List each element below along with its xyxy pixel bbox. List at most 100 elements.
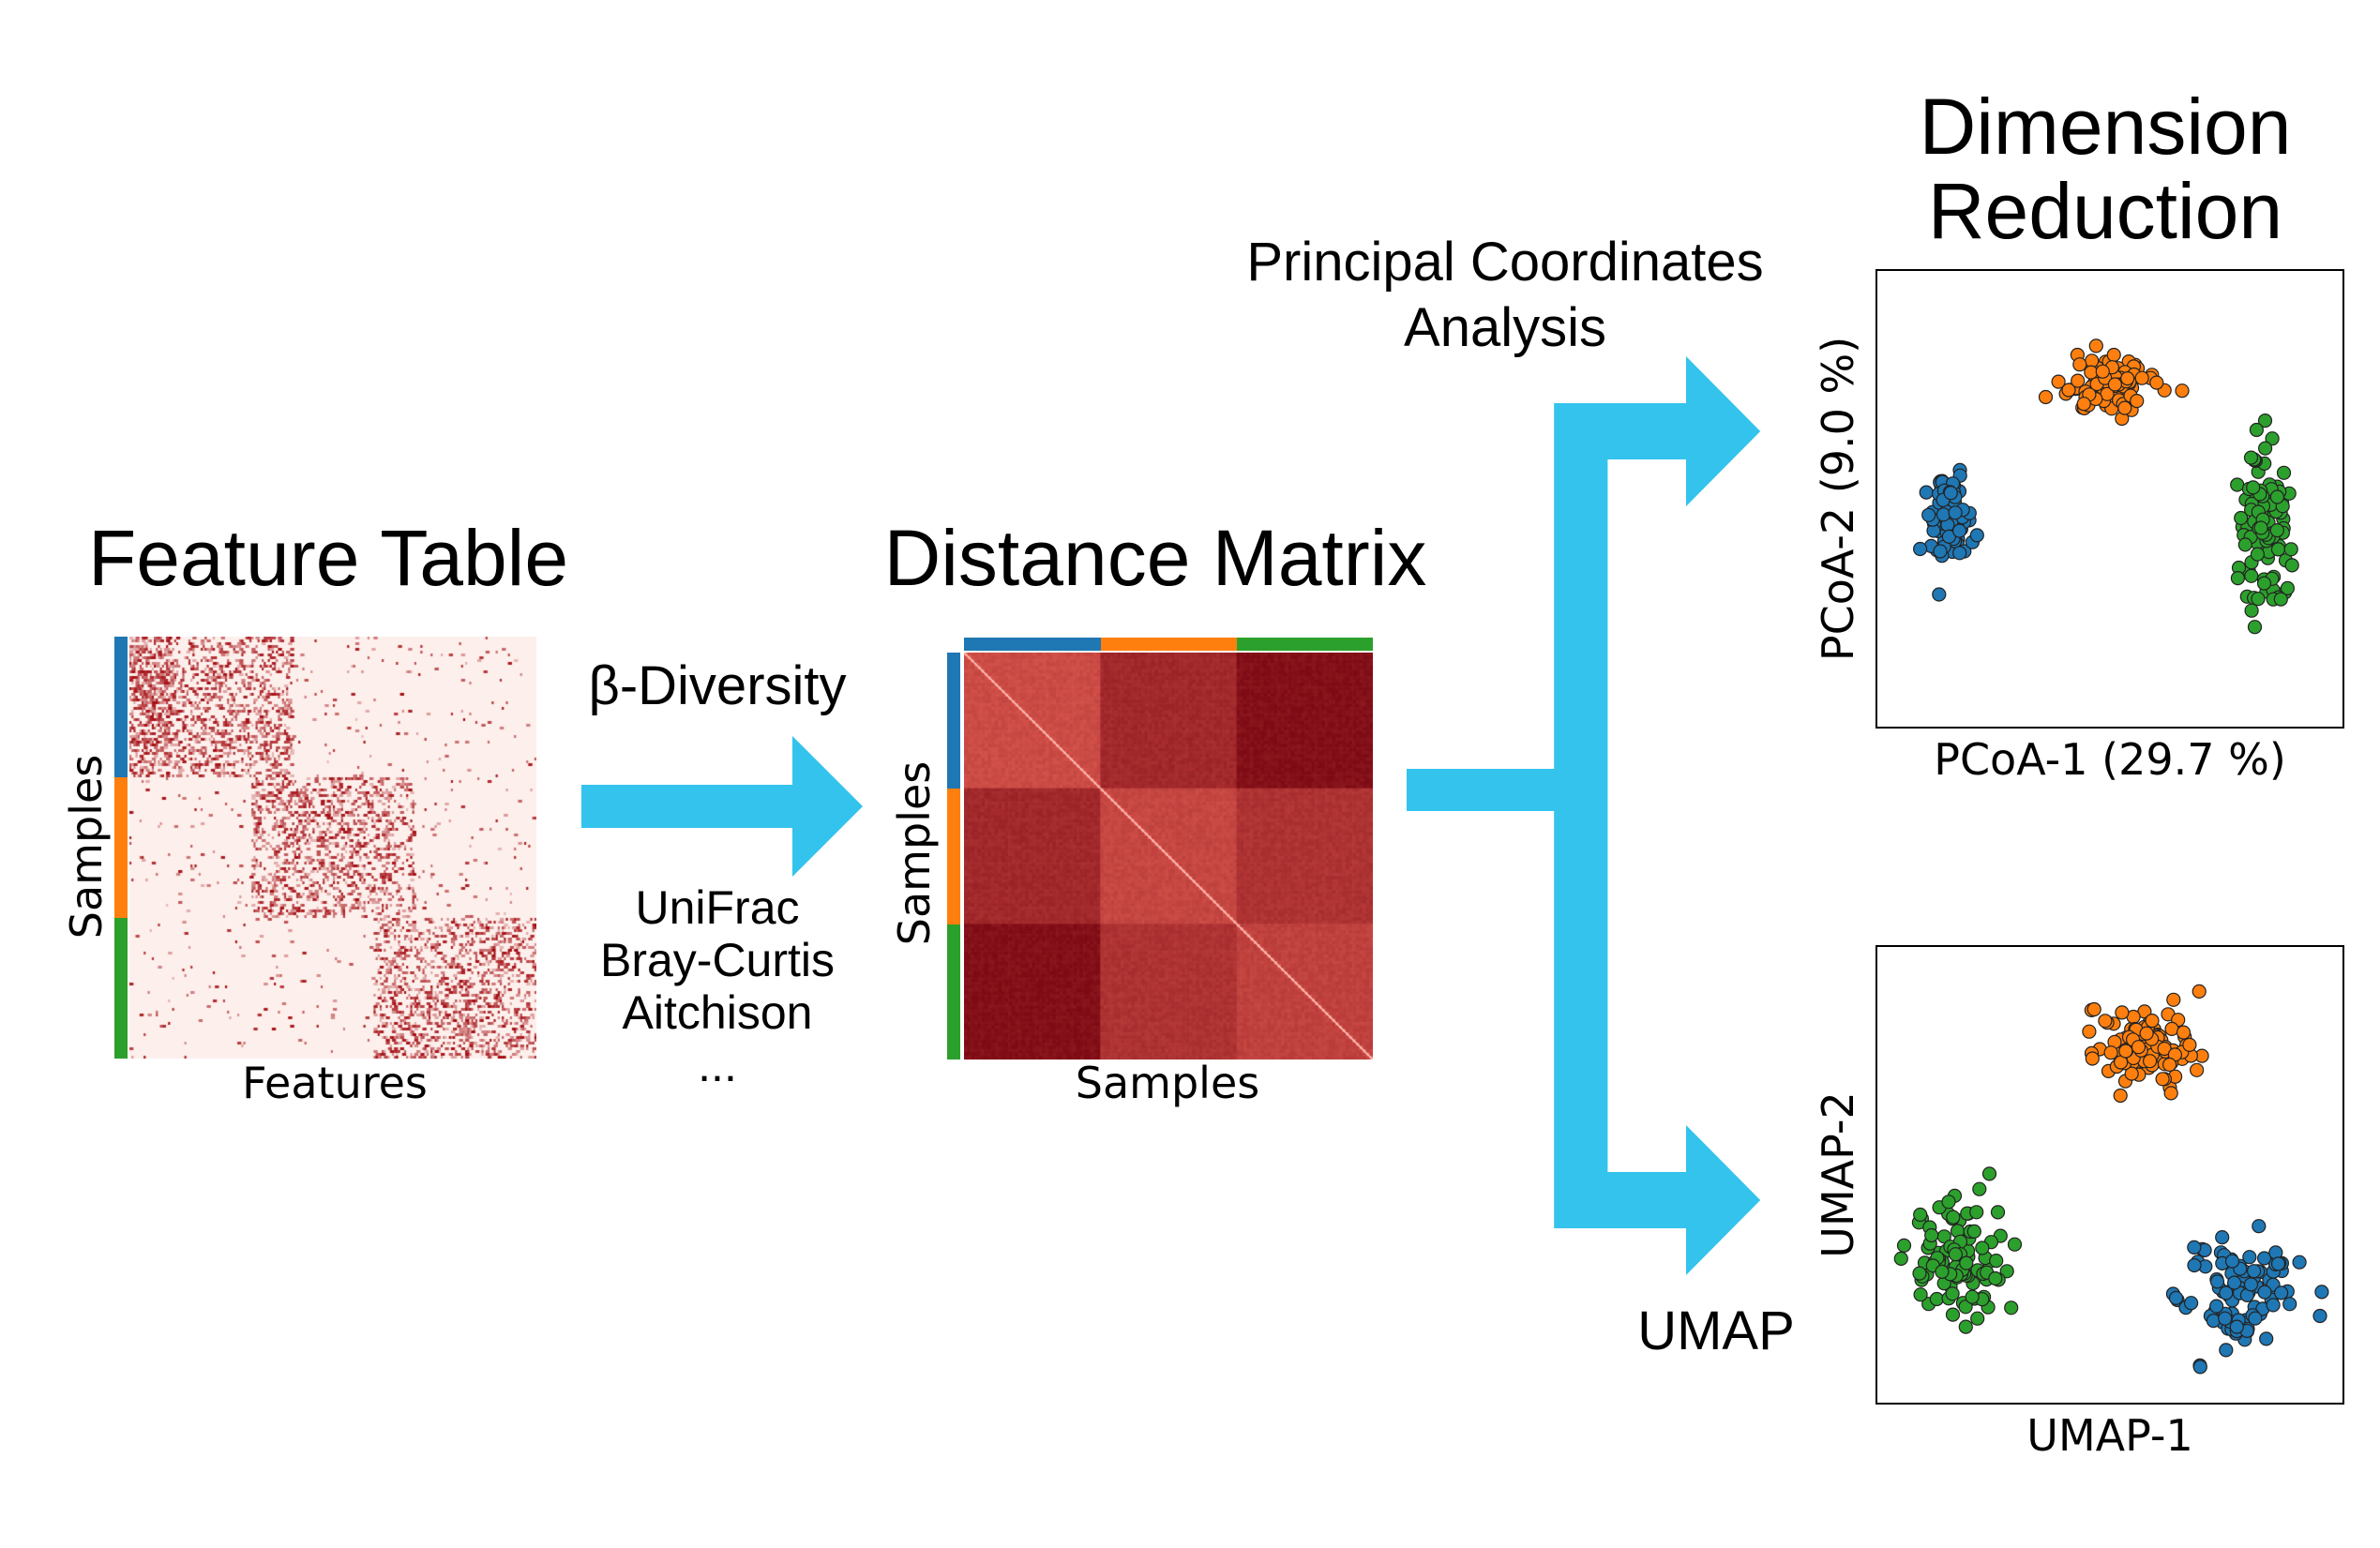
beta-diversity-arrow xyxy=(581,736,863,877)
pcoa-point-group3 xyxy=(2284,558,2299,573)
umap-point-group1 xyxy=(2259,1331,2274,1346)
pcoa-point-group2 xyxy=(2175,383,2190,398)
umap-point-group3 xyxy=(1958,1319,1973,1334)
pcoa-point-group3 xyxy=(2258,441,2273,456)
pcoa-point-group3 xyxy=(2257,413,2273,428)
metric-list: UniFrac Bray-Curtis Aitchison ... xyxy=(600,881,835,1091)
umap-point-group1 xyxy=(2206,1314,2221,1329)
dimension-reduction-title: Dimension Reduction xyxy=(1920,84,2292,253)
pcoa-point-group3 xyxy=(2230,477,2245,492)
top-bar-orange xyxy=(1101,638,1237,651)
umap-point-group2 xyxy=(2157,1041,2172,1057)
umap-point-group3 xyxy=(1912,1266,1927,1281)
umap-point-group1 xyxy=(2266,1298,2281,1313)
umap-point-group1 xyxy=(2229,1319,2244,1334)
umap-point-group3 xyxy=(1989,1254,2004,1269)
umap-point-group1 xyxy=(2243,1277,2259,1292)
umap-point-group3 xyxy=(1945,1286,1960,1301)
umap-point-group2 xyxy=(2192,984,2207,999)
pcoa-point-group3 xyxy=(2270,542,2286,557)
side-bar-green xyxy=(947,924,960,1060)
umap-point-group3 xyxy=(1972,1181,1987,1196)
pcoa-point-group3 xyxy=(2250,547,2265,562)
umap-point-group3 xyxy=(1913,1287,1928,1302)
umap-point-group1 xyxy=(2224,1254,2240,1269)
pcoa-point-group2 xyxy=(2095,364,2110,379)
pcoa-point-group3 xyxy=(2230,571,2245,586)
umap-point-group1 xyxy=(2168,1290,2184,1305)
umap-point-group1 xyxy=(2312,1308,2327,1324)
umap-point-group3 xyxy=(1941,1195,1956,1210)
pcoa-point-group3 xyxy=(2237,537,2252,552)
umap-point-group1 xyxy=(2209,1274,2225,1289)
top-bar-green xyxy=(1237,638,1373,651)
pcoa-point-group2 xyxy=(2038,389,2054,405)
umap-point-group3 xyxy=(1988,1270,2003,1286)
pcoa-point-group2 xyxy=(2106,347,2121,363)
umap-point-group3 xyxy=(1969,1205,1984,1220)
umap-point-group1 xyxy=(2242,1250,2257,1265)
pcoa-point-group3 xyxy=(2243,450,2259,465)
umap-point-group2 xyxy=(2182,1037,2197,1053)
pcoa-point-group3 xyxy=(2234,510,2249,526)
umap-point-group3 xyxy=(1958,1300,1973,1315)
pcoa-point-group1 xyxy=(1921,507,1936,522)
beta-diversity-label: β-Diversity xyxy=(588,655,847,716)
feature-table-title: Feature Table xyxy=(87,514,569,602)
pcoa-point-group2 xyxy=(2051,374,2066,389)
pcoa-point-group3 xyxy=(2269,523,2284,538)
umap-point-group1 xyxy=(2292,1255,2307,1270)
feature-table-heatmap xyxy=(114,637,536,1059)
umap-point-group1 xyxy=(2247,1264,2262,1279)
pcoa-point-group2 xyxy=(2149,375,2164,390)
umap-point-group2 xyxy=(2190,1062,2205,1077)
umap-ylabel: UMAP-2 xyxy=(1813,1091,1863,1258)
umap-point-group3 xyxy=(1990,1205,2006,1220)
pcoa-method-label: Principal Coordinates Analysis xyxy=(1246,230,1763,361)
umap-point-group3 xyxy=(1981,1166,1997,1181)
metric-unifrac: UniFrac xyxy=(635,881,800,934)
umap-point-group1 xyxy=(2282,1297,2297,1312)
pcoa-point-group3 xyxy=(2273,592,2288,607)
umap-point-group1 xyxy=(2215,1230,2230,1245)
umap-point-group2 xyxy=(2124,1066,2139,1081)
dimension-reduction-title-line1: Dimension xyxy=(1919,83,2292,171)
umap-point-group2 xyxy=(2085,1051,2100,1066)
pcoa-point-group1 xyxy=(1951,523,1967,538)
umap-point-group1 xyxy=(2257,1285,2272,1300)
umap-point-group1 xyxy=(2274,1285,2289,1300)
pcoa-point-group2 xyxy=(2084,365,2099,380)
pcoa-point-group2 xyxy=(2130,394,2145,409)
pcoa-point-group1 xyxy=(1952,546,1967,561)
umap-point-group3 xyxy=(1896,1238,1912,1253)
umap-point-group3 xyxy=(1924,1227,1939,1243)
umap-point-group2 xyxy=(2162,1057,2177,1073)
umap-point-group1 xyxy=(2257,1251,2272,1266)
pcoa-point-group3 xyxy=(2276,465,2292,480)
umap-point-group3 xyxy=(1959,1255,1974,1270)
umap-point-group3 xyxy=(2007,1237,2023,1252)
pcoa-point-group1 xyxy=(1932,587,1947,602)
side-bar-orange xyxy=(947,789,960,924)
pcoa-point-group3 xyxy=(2244,603,2259,618)
pcoa-point-group2 xyxy=(2117,400,2132,415)
pcoa-point-group3 xyxy=(2249,422,2264,438)
dimension-reduction-title-line2: Reduction xyxy=(1927,167,2283,255)
pcoa-point-group2 xyxy=(2076,397,2091,412)
umap-point-group2 xyxy=(2145,1013,2160,1029)
metric-aitchison: Aitchison xyxy=(622,986,813,1039)
pcoa-ylabel: PCoA-2 (9.0 %) xyxy=(1813,336,1863,662)
umap-point-group3 xyxy=(1935,1264,1950,1279)
umap-point-group1 xyxy=(2219,1285,2234,1300)
umap-point-group1 xyxy=(2270,1256,2286,1271)
umap-scatter xyxy=(1893,984,2329,1375)
pcoa-point-group1 xyxy=(1936,507,1951,522)
pcoa-point-group1 xyxy=(1912,541,1928,557)
umap-point-group1 xyxy=(2314,1285,2329,1300)
umap-point-group2 xyxy=(2166,992,2181,1007)
pcoa-point-group3 xyxy=(2251,592,2266,607)
distance-matrix-title: Distance Matrix xyxy=(883,514,1427,602)
feature-table-xlabel: Features xyxy=(242,1058,428,1108)
umap-point-group1 xyxy=(2219,1343,2234,1358)
pcoa-plot xyxy=(1875,269,2344,729)
